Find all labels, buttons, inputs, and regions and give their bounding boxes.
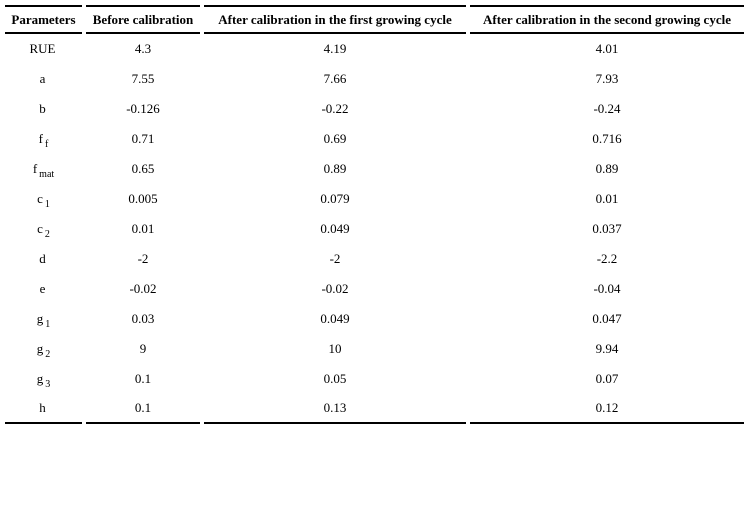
table-row-rue: RUE 4.3 4.19 4.01 [5,34,744,64]
value-cell-first-cycle: 0.049 [320,221,350,236]
value-cell-before: -0.126 [126,101,160,116]
value-cell-second-cycle: 0.716 [592,131,622,146]
param-base: a [39,71,46,86]
param-base: f [38,131,43,146]
param-cell: h [5,394,82,424]
value-cell-before: 0.03 [131,311,155,326]
param-subscript: 3 [45,378,51,390]
value-cell-second-cycle: 0.047 [592,311,622,326]
value-cell-first-cycle: 0.049 [320,311,350,326]
value-cell-second-cycle: -0.24 [593,101,621,116]
param-base: h [39,400,46,415]
value-cell-second-cycle: 0.12 [470,394,744,424]
value-cell-second-cycle: 0.07 [595,371,619,386]
value-cell-before: 4.3 [134,41,152,56]
table-row-e: e -0.02 -0.02 -0.04 [5,274,744,304]
param-base: b [39,101,46,116]
value-cell-first-cycle: 0.89 [323,161,347,176]
value-cell-first-cycle: -2 [329,251,341,266]
value-cell-before: -2 [137,251,149,266]
value-cell-first-cycle: -0.02 [321,281,349,296]
value-cell-first-cycle: 0.079 [320,191,350,206]
value-cell-before: 9 [139,341,147,356]
param-cell: RUE [5,34,82,64]
value-cell-before: 0.01 [131,221,155,236]
value-cell-first-cycle: 7.66 [323,71,347,86]
value-cell-first-cycle: -0.22 [321,101,349,116]
value-cell-second-cycle: 7.93 [595,71,619,86]
value-cell-first-cycle: 0.69 [323,131,347,146]
table-row-h: h 0.1 0.13 0.12 [5,394,744,424]
param-cell: a [5,64,82,94]
param-subscript: f [45,138,49,150]
table-row-a: a 7.55 7.66 7.93 [5,64,744,94]
param-base: c [37,191,43,206]
param-cell: f mat [5,154,82,184]
table-row-b: b -0.126 -0.22 -0.24 [5,94,744,124]
param-base: e [39,281,46,296]
column-header-after-first-cycle: After calibration in the first growing c… [204,5,466,34]
value-cell-before: 0.1 [134,371,152,386]
value-cell-second-cycle: 0.01 [595,191,619,206]
value-cell-before: 0.1 [86,394,200,424]
value-cell-second-cycle: -0.04 [593,281,621,296]
param-base: g [36,341,44,356]
value-cell-second-cycle: 0.037 [592,221,622,236]
param-cell: b [5,94,82,124]
value-cell-before: 7.55 [131,71,155,86]
table-row-d: d -2 -2 -2.2 [5,244,744,274]
table-row-fmat: f mat 0.65 0.89 0.89 [5,154,744,184]
value-cell-second-cycle: 0.89 [595,161,619,176]
param-cell: d [5,244,82,274]
column-header-after-second-cycle: After calibration in the second growing … [470,5,744,34]
param-subscript: 2 [45,348,51,360]
column-header-parameters: Parameters [5,5,82,34]
param-base: c [37,221,43,236]
value-cell-before: 0.71 [131,131,155,146]
param-subscript: mat [39,168,55,180]
value-cell-second-cycle: 9.94 [595,341,619,356]
param-base: RUE [29,41,56,56]
param-base: d [39,251,46,266]
value-cell-first-cycle: 0.13 [204,394,466,424]
param-base: g [36,311,44,326]
param-base: f [32,161,38,176]
value-cell-before: -0.02 [129,281,157,296]
value-cell-before: 0.65 [131,161,155,176]
column-header-before-calibration: Before calibration [86,5,200,34]
param-subscript: 1 [44,198,50,210]
table-body: RUE 4.3 4.19 4.01 a 7.55 7.66 7.93 b -0.… [5,34,744,424]
value-cell-first-cycle: 10 [328,341,342,356]
param-subscript: 2 [44,228,50,240]
value-cell-first-cycle: 0.05 [323,371,347,386]
param-subscript: 1 [45,318,51,330]
value-cell-second-cycle: -2.2 [596,251,618,266]
param-base: g [36,371,44,386]
value-cell-before: 0.005 [128,191,158,206]
value-cell-first-cycle: 4.19 [323,41,347,56]
header-row: Parameters Before calibration After cali… [5,5,744,34]
value-cell-second-cycle: 4.01 [595,41,619,56]
calibration-parameters-table: Parameters Before calibration After cali… [1,5,748,424]
table-header: Parameters Before calibration After cali… [5,5,744,34]
param-cell: e [5,274,82,304]
